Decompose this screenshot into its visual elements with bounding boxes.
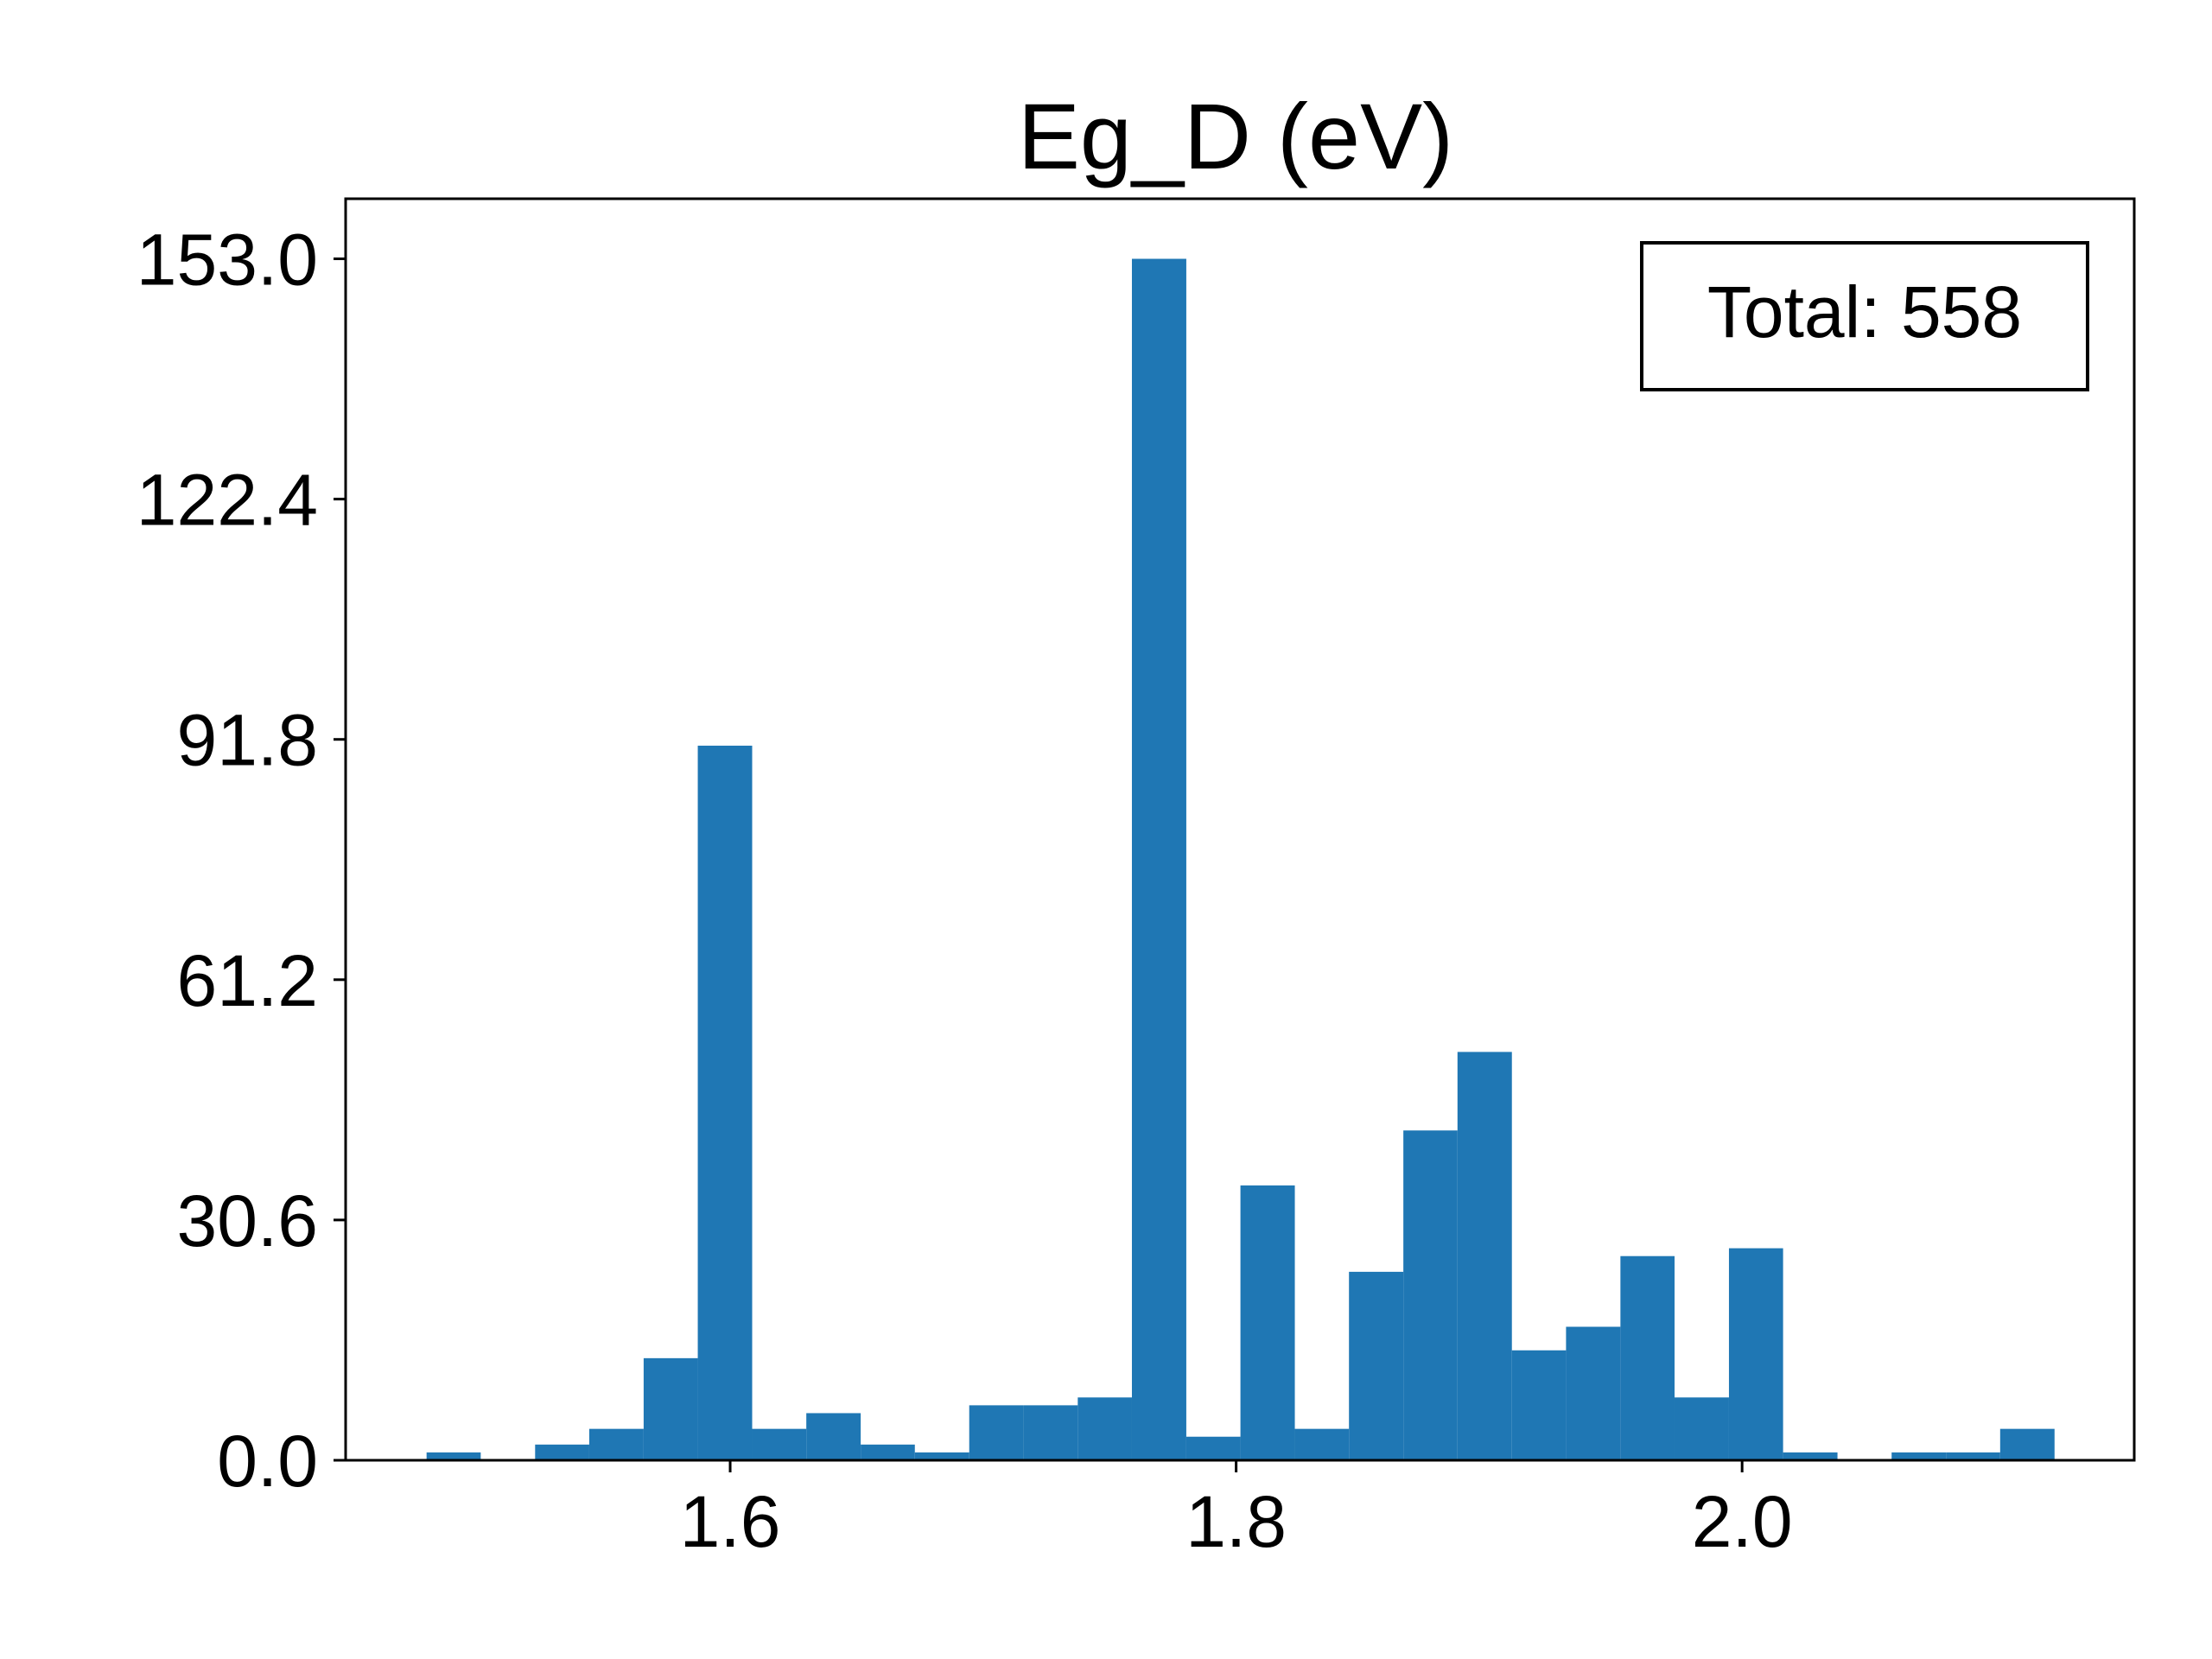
chart-title: Eg_D (eV) [1018, 84, 1453, 188]
histogram-bar [1403, 1130, 1458, 1460]
total-annotation-text: Total: 558 [1707, 271, 2022, 353]
x-tick-label: 2.0 [1692, 1481, 1793, 1562]
histogram-bar [806, 1413, 861, 1460]
histogram-bar [914, 1452, 969, 1460]
total-annotation-frame [1640, 241, 2089, 391]
histogram-bar [426, 1452, 481, 1460]
x-tick-label: 1.6 [680, 1481, 781, 1562]
histogram-bar [1294, 1428, 1350, 1460]
y-tick-label: 153.0 [137, 219, 318, 301]
y-axis: 0.0 30.6 61.2 91.8 122.4 153.0 [137, 219, 346, 1502]
histogram-bar [1999, 1428, 2055, 1460]
histogram-bar [1511, 1350, 1567, 1460]
histogram-bar [535, 1444, 589, 1460]
histogram-bar [1349, 1271, 1404, 1460]
histogram-bar [588, 1428, 644, 1460]
histogram-bar [861, 1444, 915, 1460]
histogram-bar [1783, 1452, 1838, 1460]
histogram-bar [1566, 1326, 1621, 1460]
histogram-bar [1620, 1255, 1675, 1460]
plot-frame [344, 197, 2136, 1462]
histogram-bar [1728, 1248, 1783, 1460]
y-tick-label: 122.4 [137, 460, 318, 541]
y-tick-label: 30.6 [177, 1180, 319, 1262]
y-tick-label: 91.8 [177, 700, 319, 781]
x-axis: 1.6 1.8 2.0 [680, 1460, 1793, 1562]
histogram-bar [752, 1428, 807, 1460]
y-tick-label: 61.2 [177, 940, 319, 1021]
histogram-bar [643, 1357, 698, 1460]
histogram-bar [969, 1405, 1024, 1460]
histogram-bar [1675, 1397, 1729, 1460]
histogram-bar [1077, 1397, 1132, 1460]
histogram-bar [1891, 1452, 1947, 1460]
total-annotation: Total: 558 [1640, 241, 2089, 391]
histogram-bar [1023, 1405, 1078, 1460]
bars-group [426, 258, 2055, 1460]
histogram-bar [1946, 1452, 2000, 1460]
histogram-bar [1457, 1052, 1512, 1460]
histogram-bar [697, 745, 753, 1460]
histogram-bar [1185, 1436, 1241, 1460]
y-tick-label: 0.0 [217, 1421, 318, 1502]
histogram-bar [1131, 258, 1186, 1460]
histogram-bar [1240, 1185, 1295, 1460]
x-tick-label: 1.8 [1185, 1481, 1287, 1562]
